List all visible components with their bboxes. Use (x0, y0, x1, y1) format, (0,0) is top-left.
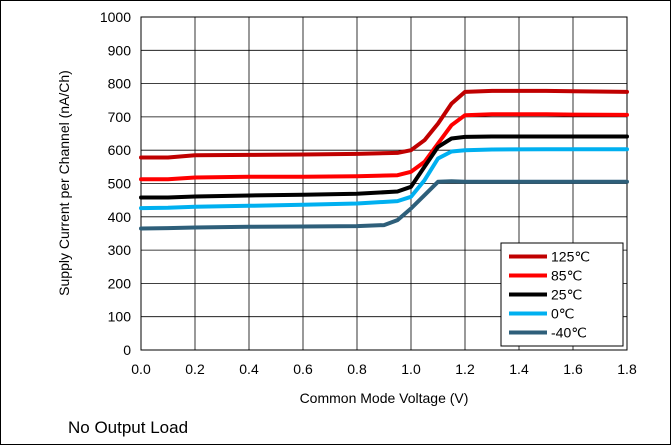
x-axis-label: Common Mode Voltage (V) (300, 390, 469, 406)
y-tick-label: 300 (108, 242, 132, 258)
y-tick-label: 800 (108, 76, 132, 92)
y-tick-label: 200 (108, 275, 132, 291)
legend-label: 0℃ (551, 306, 575, 322)
series-line (139, 112, 629, 182)
y-axis-ticks: 0 100 200 300 400 500 600 700 800 900 1000 (100, 9, 131, 358)
gridlines (141, 17, 627, 350)
x-tick-label: 1.2 (455, 361, 475, 377)
y-tick-label: 1000 (100, 9, 131, 25)
x-tick-label: 0.8 (347, 361, 367, 377)
x-tick-label: 1.0 (401, 361, 421, 377)
x-tick-label: 0.4 (239, 361, 259, 377)
legend-label: 125℃ (551, 249, 590, 265)
y-tick-label: 0 (123, 342, 131, 358)
y-tick-label: 500 (108, 176, 132, 192)
x-tick-label: 0.0 (131, 361, 151, 377)
x-tick-label: 0.2 (185, 361, 205, 377)
legend-label: 25℃ (551, 287, 582, 303)
x-tick-label: 1.6 (563, 361, 583, 377)
x-tick-label: 1.4 (509, 361, 529, 377)
legend: 125℃ 85℃ 25℃ 0℃ -40℃ (500, 242, 624, 347)
y-tick-label: 400 (108, 209, 132, 225)
series-line (139, 134, 629, 200)
x-tick-label: 1.8 (617, 361, 637, 377)
y-tick-label: 900 (108, 42, 132, 58)
y-tick-label: 600 (108, 142, 132, 158)
y-axis-label: Supply Current per Channel (nA/Ch) (56, 70, 72, 296)
x-axis-ticks: 0.0 0.2 0.4 0.6 0.8 1.0 1.2 1.4 1.6 1.8 (131, 361, 637, 377)
legend-label: 85℃ (551, 268, 582, 284)
y-tick-label: 700 (108, 109, 132, 125)
series-lines (139, 88, 629, 231)
footnote: No Output Load (68, 418, 189, 437)
y-tick-label: 100 (108, 309, 132, 325)
legend-label: -40℃ (551, 325, 587, 341)
series-line (139, 88, 629, 160)
series-line (139, 179, 629, 231)
x-tick-label: 0.6 (293, 361, 313, 377)
series-line (139, 147, 629, 211)
